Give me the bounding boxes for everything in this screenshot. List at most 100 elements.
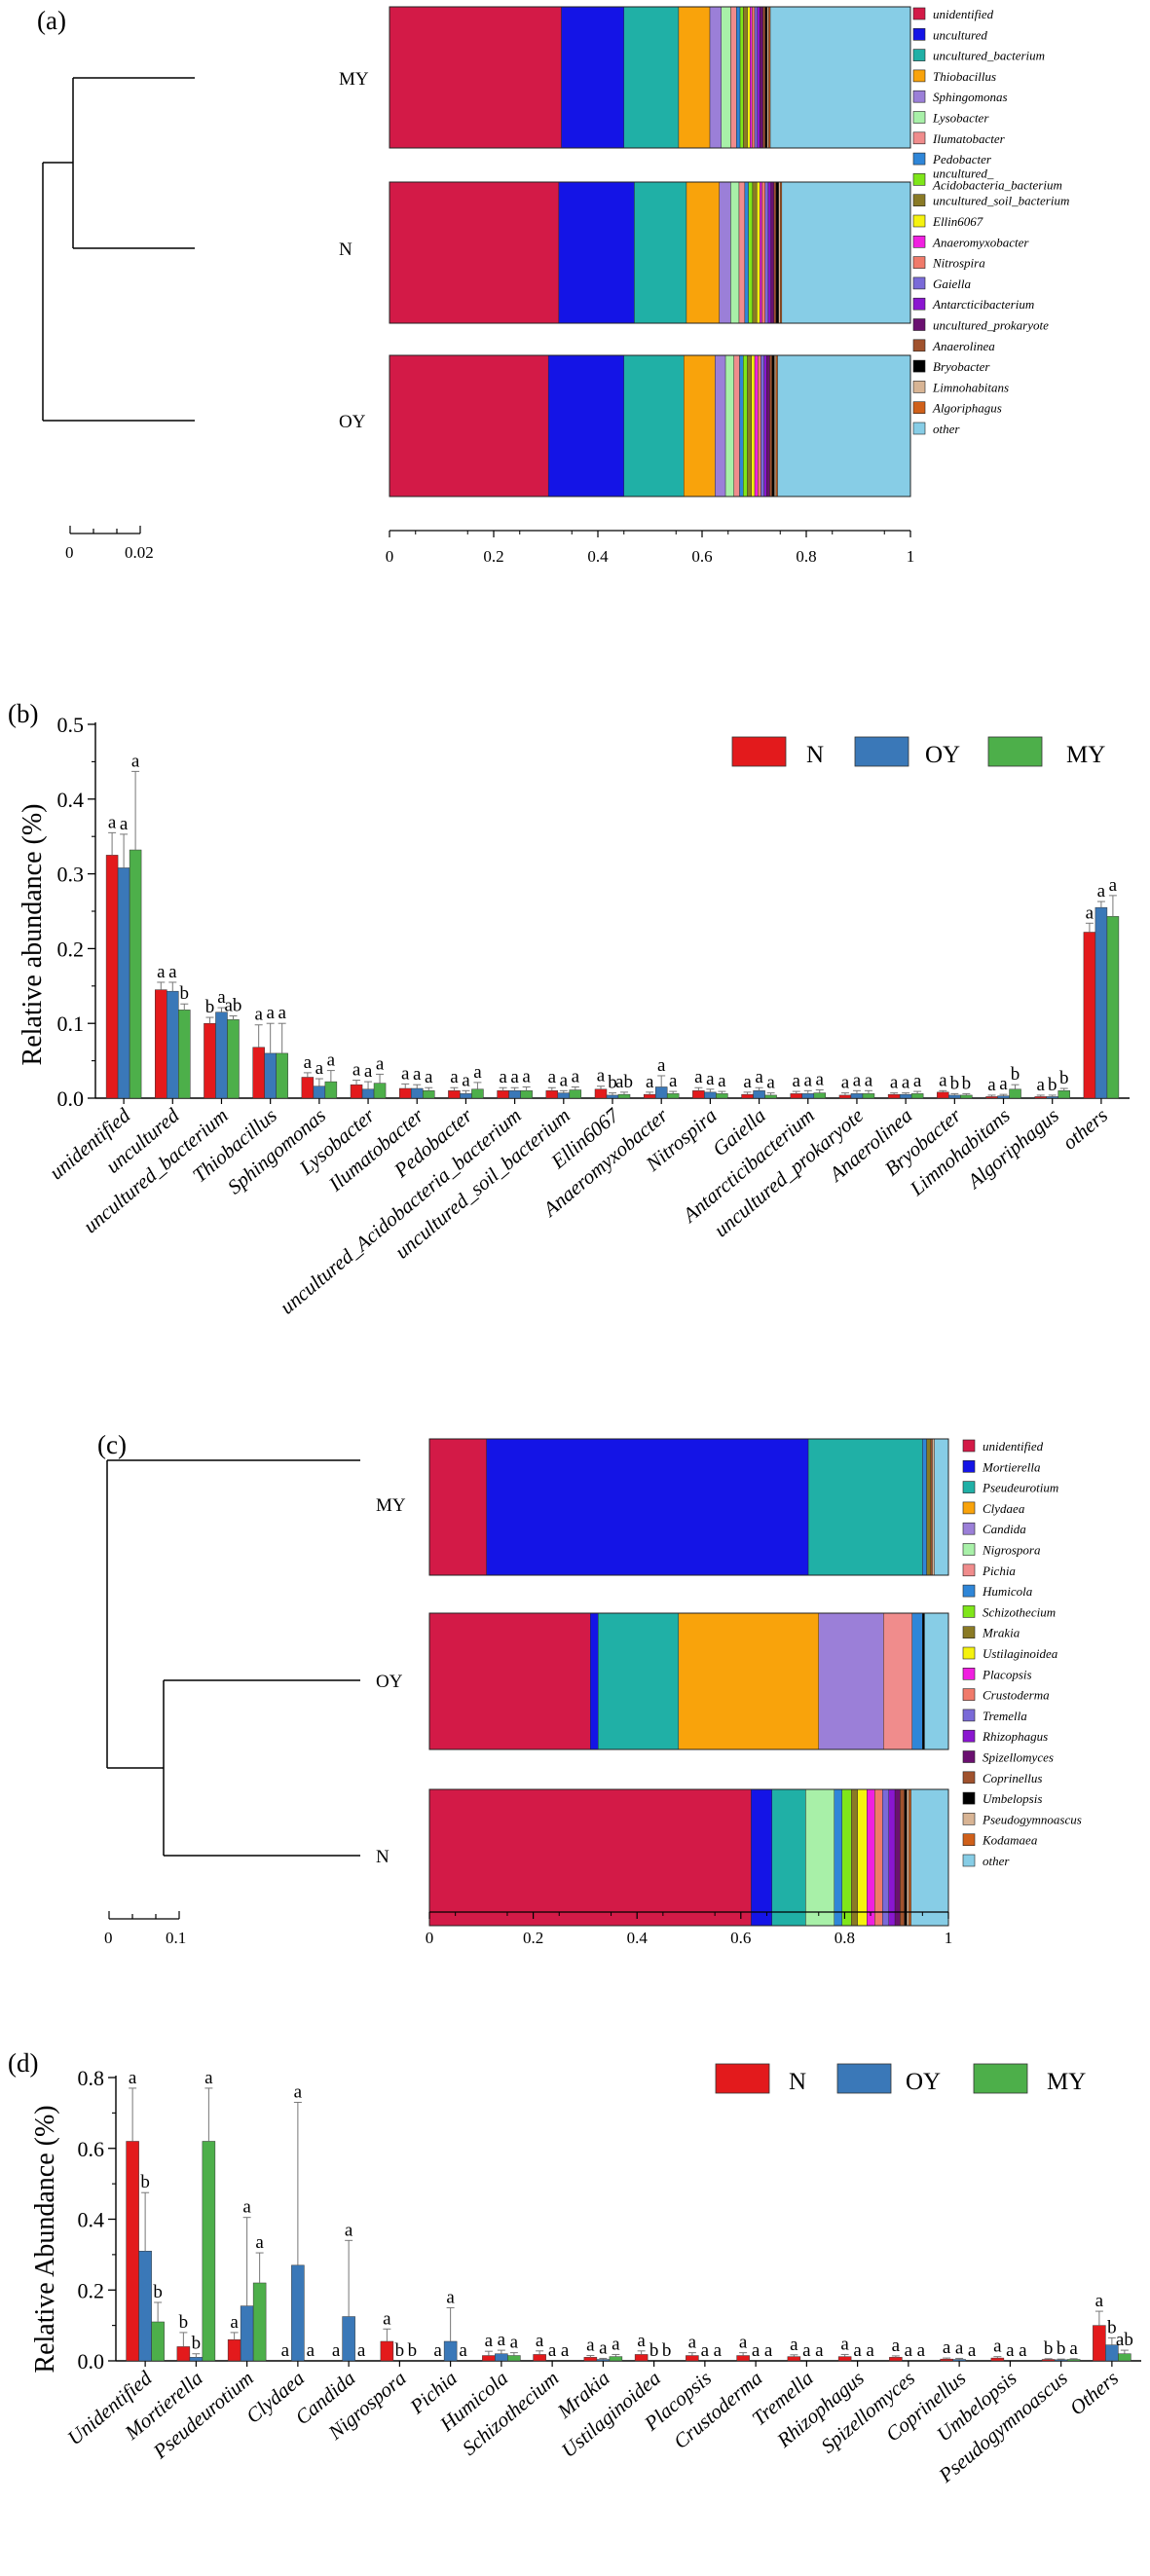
- legend-label-uncultured-acidobacteria-bacterium: uncultured_ Acidobacteria_bacterium: [932, 166, 1062, 192]
- segment-n-pedobacter: [744, 181, 749, 324]
- segment-n-umbelopsis: [904, 1788, 908, 1927]
- sig-letter-mrakia-n: a: [586, 2336, 595, 2356]
- legend-label-gaiella: Gaiella: [933, 276, 971, 291]
- bar-chart-d: 0.00.20.40.60.8 abbUnidentifiedbbaMortier…: [62, 2066, 1141, 2487]
- legend-swatch-coprinellus: [962, 1771, 976, 1785]
- segment-n-unidentified: [428, 1788, 752, 1927]
- bar-thiobacillus-my: [276, 1052, 288, 1099]
- legend-label-limnohabitans: Limnohabitans: [932, 380, 1009, 394]
- legend-swatch-ustilaginoidea: [962, 1646, 976, 1660]
- segment-my-uncultured: [561, 6, 624, 149]
- segment-oy-thiobacillus: [684, 354, 716, 497]
- bar-pseudeurotium-my: [252, 2282, 267, 2362]
- bar-outline-my: [428, 1438, 949, 1576]
- segment-oy-pichia: [883, 1612, 912, 1750]
- sig-letter-gaiella-oy: a: [755, 1067, 763, 1087]
- sig-letter-pseudeurotium-my: a: [255, 2232, 264, 2253]
- bar-coprinellus-n: [940, 2358, 953, 2362]
- scale-bar-label-1-a: 0.02: [125, 543, 154, 562]
- panel-b-label: (b): [8, 699, 38, 728]
- bar-thiobacillus-n: [252, 1047, 265, 1099]
- bar-humicola-my: [507, 2355, 521, 2362]
- sig-letter-crustoderma-my: a: [764, 2340, 773, 2361]
- y-tick-label: 0.6: [78, 2137, 105, 2161]
- y-tick-label: 0.3: [57, 863, 85, 887]
- segment-n-sphingomonas: [719, 181, 731, 324]
- bar-anaerolinea-n: [887, 1093, 901, 1099]
- bar-nigrospora-n: [380, 2340, 394, 2362]
- segment-n-kodamaea: [909, 1788, 911, 1927]
- sig-letter-limnohabitans-n: a: [987, 1075, 996, 1095]
- sig-letter-unidentified-n: a: [129, 2068, 137, 2088]
- legend-swatch-pseudogymnoascus: [962, 1813, 976, 1825]
- segment-my-other: [769, 6, 911, 149]
- x-tick-label: 1: [907, 547, 915, 566]
- segment-n-algoriphagus: [780, 181, 783, 324]
- bar-unidentified-my: [151, 2321, 165, 2362]
- legend-label-anaeromyxobacter: Anaeromyxobacter: [932, 235, 1029, 249]
- legend-label-nigrospora: Nigrospora: [982, 1543, 1041, 1558]
- segment-n-uncultured-acidobacteria-bacterium: [748, 181, 754, 324]
- segment-oy-nitrospira: [758, 354, 761, 497]
- segment-n-limnohabitans: [778, 181, 781, 324]
- sig-letter-uncultured-acidobacteria-bacterium-oy: a: [510, 1067, 519, 1087]
- legend-label-kodamaea: Kodamaea: [982, 1833, 1038, 1848]
- legend-swatch-n-b: [731, 736, 787, 767]
- segment-my-ellin6067: [747, 6, 751, 149]
- sig-letter-rhizophagus-my: a: [866, 2340, 874, 2361]
- scale-bar-line-a: [69, 526, 141, 534]
- sig-letter-clydaea-my: a: [307, 2340, 315, 2361]
- segment-n-tremella: [882, 1788, 889, 1927]
- bar-algoriphagus-my: [1057, 1090, 1070, 1099]
- bar-uncultured-prokaryote-n: [838, 1094, 852, 1099]
- sig-letter-ellin6067-oy: b: [608, 1073, 617, 1093]
- bar-uncultured-oy: [167, 990, 179, 1099]
- sig-letter-pseudogymnoascus-oy: b: [1057, 2338, 1066, 2359]
- segment-n-bryobacter: [775, 181, 779, 324]
- sig-letter-nigrospora-my: b: [408, 2340, 418, 2361]
- bar-umbelopsis-n: [990, 2357, 1005, 2362]
- legend-label-uncultured-soil-bacterium: uncultured_soil_bacterium: [933, 194, 1069, 208]
- bar-outline-oy: [428, 1612, 949, 1750]
- sig-letter-crustoderma-n: a: [739, 2333, 748, 2353]
- legend-swatch-uncultured-acidobacteria-bacterium: [912, 173, 926, 186]
- bar-limnohabitans-my: [1009, 1088, 1021, 1099]
- bar-unidentified-n: [105, 855, 119, 1099]
- bar-uncultured-n: [155, 989, 167, 1099]
- legend-swatch-limnohabitans: [912, 381, 926, 393]
- legend-label-uncultured-prokaryote: uncultured_prokaryote: [933, 318, 1049, 333]
- dendrogram-a: [42, 77, 195, 422]
- legend-swatch-thiobacillus: [912, 69, 926, 83]
- x-tick-label: 0.4: [587, 547, 609, 566]
- sig-letter-sphingomonas-n: a: [304, 1052, 313, 1073]
- sig-letter-tremella-n: a: [790, 2335, 798, 2355]
- segment-n-uncultured-prokaryote: [770, 181, 775, 324]
- sample-label-n-a: N: [339, 239, 352, 260]
- segment-n-schizothecium: [841, 1788, 852, 1927]
- sig-letter-sphingomonas-my: a: [327, 1050, 336, 1071]
- x-tick-label: 0: [386, 547, 394, 566]
- sig-letter-ustilaginoidea-n: a: [637, 2331, 646, 2351]
- sample-label-oy-c: OY: [376, 1672, 403, 1692]
- sig-letter-lysobacter-my: a: [376, 1053, 385, 1074]
- legend-label-oy-d: OY: [906, 2069, 941, 2095]
- scale-bar-c: 0 0.1: [104, 1911, 186, 1947]
- sig-letter-uncultured-prokaryote-oy: a: [853, 1070, 862, 1090]
- sig-letter-mortierella-my: a: [204, 2068, 213, 2088]
- legend-label-humicola: Humicola: [982, 1584, 1033, 1599]
- segment-n-uncultured: [558, 181, 635, 324]
- bar-algoriphagus-oy: [1046, 1096, 1058, 1099]
- sig-letter-unidentified-n: a: [108, 812, 117, 832]
- sig-letter-others-oy: a: [1097, 881, 1106, 902]
- sig-letter-algoriphagus-my: b: [1059, 1068, 1069, 1088]
- legend-label-my-b: MY: [1066, 742, 1105, 768]
- segment-my-anaerolinea: [762, 6, 765, 149]
- sig-letter-gaiella-my: a: [766, 1073, 775, 1093]
- segment-my-bryobacter: [764, 6, 768, 149]
- bar-gaiella-n: [741, 1093, 754, 1099]
- sig-letter-algoriphagus-oy: b: [1048, 1075, 1057, 1095]
- bar-pseudeurotium-n: [227, 2338, 241, 2362]
- segment-n-gaiella: [764, 181, 769, 324]
- bar-anaeromyxobacter-n: [643, 1093, 656, 1099]
- bar-rhizophagus-n: [837, 2356, 852, 2362]
